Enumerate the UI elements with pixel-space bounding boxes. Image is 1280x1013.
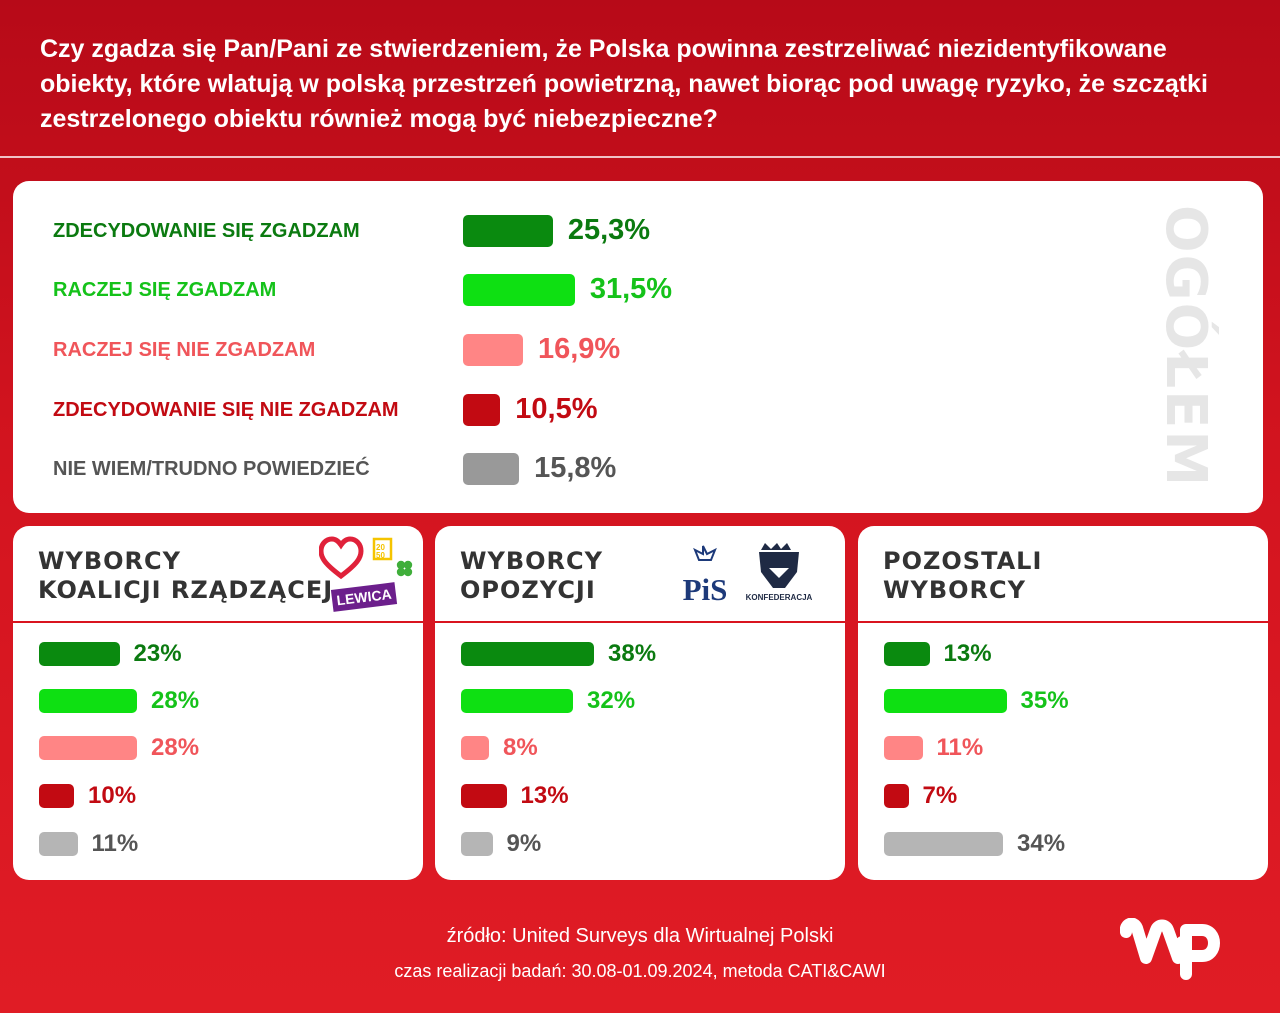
value-label: 34%: [1017, 830, 1066, 857]
segment-row-strongly-disagree: 13%: [461, 782, 831, 809]
overall-bar: [463, 394, 501, 426]
value-label: 23%: [133, 640, 182, 667]
overall-row-disagree: RACZEJ SIĘ NIE ZGADZAM 16,9%: [53, 333, 953, 366]
overall-row-strongly-disagree: ZDECYDOWANIE SIĘ NIE ZGADZAM 10,5%: [53, 393, 953, 426]
value-label: 38%: [608, 640, 657, 667]
value-label: 10%: [88, 782, 137, 809]
opposition-party-logos: PiS KONFEDERACJA: [683, 543, 813, 606]
category-label: ZDECYDOWANIE SIĘ ZGADZAM: [53, 220, 360, 242]
segment-row-dont-know: 34%: [884, 830, 1254, 857]
category-label: NIE WIEM/TRUDNO POWIEDZIEĆ: [53, 458, 370, 480]
segment-card-coalition: WYBORCY KOALICJI RZĄDZĄCEJ 20 50 LEWICA 2…: [13, 526, 423, 880]
segment-row-dont-know: 9%: [461, 830, 831, 857]
segment-bar: [884, 784, 909, 808]
svg-text:20: 20: [376, 543, 385, 552]
value-label: 15,8%: [534, 452, 617, 484]
category-label: RACZEJ SIĘ NIE ZGADZAM: [53, 339, 316, 361]
svg-text:PiS: PiS: [683, 572, 728, 606]
segment-row-disagree: 11%: [884, 734, 1254, 761]
value-label: 31,5%: [589, 273, 673, 305]
value-label: 13%: [943, 640, 992, 667]
segment-separator: [13, 621, 423, 623]
value-label: 16,9%: [537, 333, 621, 365]
value-label: 28%: [151, 734, 200, 761]
segment-bar: [884, 736, 923, 760]
overall-row-agree: RACZEJ SIĘ ZGADZAM 31,5%: [53, 273, 953, 306]
value-label: 7%: [922, 782, 958, 809]
segment-bar: [39, 689, 137, 713]
value-label: 8%: [503, 734, 538, 761]
value-label: 35%: [1020, 687, 1069, 714]
category-label: ZDECYDOWANIE SIĘ NIE ZGADZAM: [53, 399, 399, 421]
segment-row-strongly-agree: 38%: [461, 640, 831, 667]
segment-bar: [461, 784, 507, 808]
segment-bar: [39, 784, 74, 808]
category-label: RACZEJ SIĘ ZGADZAM: [53, 279, 277, 301]
konfederacja-crown-icon: [761, 543, 791, 550]
segment-bar: [39, 736, 137, 760]
segment-row-strongly-disagree: 7%: [884, 782, 1254, 809]
value-label: 25,3%: [567, 214, 651, 246]
segment-title-others: POZOSTALI WYBORCY: [883, 547, 1043, 604]
question-title: Czy zgadza się Pan/Pani ze stwierdzeniem…: [40, 35, 1208, 133]
value-label: 10,5%: [515, 393, 598, 425]
value-label: 9%: [506, 830, 542, 857]
segment-row-agree: 32%: [461, 687, 831, 714]
overall-bar: [463, 334, 523, 366]
segment-row-strongly-agree: 13%: [884, 640, 1254, 667]
segment-bar: [461, 832, 493, 856]
segment-bar: [39, 642, 120, 666]
psl-clover-icon: [396, 560, 413, 577]
segment-row-strongly-agree: 23%: [39, 640, 409, 667]
footer-period: czas realizacji badań: 30.08-01.09.2024,…: [394, 961, 886, 981]
value-label: 11%: [91, 830, 139, 857]
lewica-logo: [330, 582, 398, 612]
segment-bar: [884, 642, 930, 666]
svg-text:50: 50: [376, 551, 385, 560]
overall-chart-card: ZDECYDOWANIE SIĘ ZGADZAM 25,3% RACZEJ SIĘ …: [13, 181, 1263, 513]
wp-logo-icon: [1120, 918, 1220, 980]
segment-row-agree: 35%: [884, 687, 1254, 714]
segment-bar: [461, 736, 489, 760]
footer-source: źródło: United Surveys dla Wirtualnej Po…: [446, 925, 834, 947]
segment-row-dont-know: 11%: [39, 830, 409, 857]
header-divider: [0, 156, 1280, 158]
coalition-party-logos: 20 50 LEWICA: [319, 536, 413, 612]
pis-eagle-icon: [693, 545, 717, 561]
svg-text:LEWICA: LEWICA: [336, 586, 393, 609]
svg-text:KONFEDERACJA: KONFEDERACJA: [746, 593, 813, 602]
segment-bar: [39, 832, 78, 856]
value-label: 28%: [151, 687, 200, 714]
segment-separator: [435, 621, 845, 623]
value-label: 11%: [936, 734, 984, 761]
segment-bar: [461, 642, 594, 666]
value-label: 32%: [587, 687, 636, 714]
segment-row-disagree: 8%: [461, 734, 831, 761]
segment-card-others: POZOSTALI WYBORCY 13% 35% 11% 7% 34%: [858, 526, 1268, 880]
overall-bar: [463, 215, 553, 247]
segment-title-opposition: WYBORCY OPOZYCJI: [460, 547, 604, 604]
value-label: 13%: [520, 782, 569, 809]
overall-row-strongly-agree: ZDECYDOWANIE SIĘ ZGADZAM 25,3%: [53, 214, 953, 247]
overall-vertical-label: OGÓŁEM: [1153, 205, 1218, 489]
overall-row-dont-know: NIE WIEM/TRUDNO POWIEDZIEĆ 15,8%: [53, 452, 953, 485]
segment-row-agree: 28%: [39, 687, 409, 714]
segment-bar: [884, 832, 1003, 856]
ko-heart-icon: [319, 536, 364, 580]
overall-bar: [463, 453, 520, 485]
segment-bar: [461, 689, 573, 713]
segment-row-strongly-disagree: 10%: [39, 782, 409, 809]
segment-title-coalition: WYBORCY KOALICJI RZĄDZĄCEJ: [38, 547, 334, 604]
segment-separator: [858, 621, 1268, 623]
polska2050-logo: [372, 537, 393, 561]
segment-bar: [884, 689, 1007, 713]
segment-card-opposition: WYBORCY OPOZYCJI PiS KONFEDERACJA 38% 32% 8…: [435, 526, 845, 880]
segment-row-disagree: 28%: [39, 734, 409, 761]
overall-bar: [463, 274, 575, 306]
